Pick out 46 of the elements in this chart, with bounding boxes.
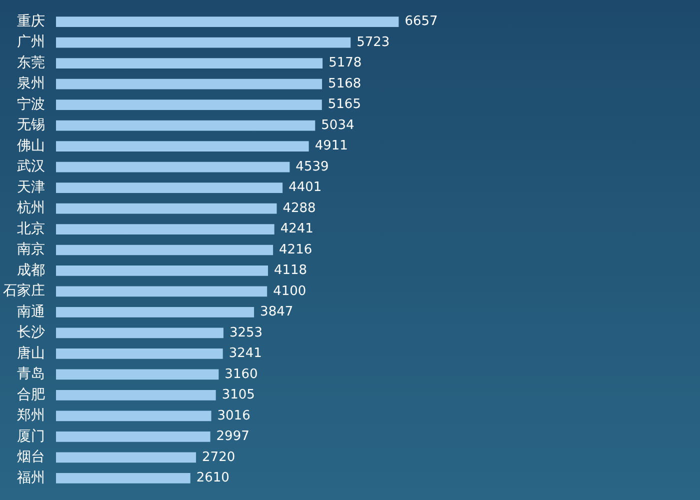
y-tick-label: 合肥 — [17, 386, 45, 403]
y-tick-label: 厦门 — [17, 428, 45, 444]
y-tick-label: 北京 — [17, 220, 45, 237]
data-label: 4539 — [296, 159, 329, 174]
y-tick-label: 郑州 — [17, 408, 45, 424]
y-tick-label: 南京 — [17, 242, 45, 258]
data-label: 5168 — [328, 76, 362, 92]
data-label: 4241 — [280, 222, 314, 237]
data-label: 4100 — [273, 284, 306, 299]
data-label: 4216 — [279, 242, 312, 258]
data-label: 5165 — [328, 97, 361, 112]
data-label: 2720 — [202, 450, 236, 465]
data-label: 3241 — [228, 346, 262, 362]
data-label: 4118 — [274, 263, 308, 278]
y-tick-label: 青岛 — [17, 366, 45, 382]
data-label: 6657 — [404, 14, 438, 30]
y-tick-label: 杭州 — [16, 200, 45, 216]
data-label: 3105 — [222, 388, 255, 403]
y-tick-label: 唐山 — [17, 345, 45, 362]
data-label: 5723 — [356, 34, 390, 50]
y-tick-label: 无锡 — [17, 117, 45, 134]
data-label: 3016 — [217, 408, 250, 424]
y-tick-label: 泉州 — [17, 76, 45, 92]
y-tick-label: 宁波 — [17, 96, 45, 112]
data-label: 4401 — [288, 180, 322, 196]
y-tick-label: 成都 — [17, 262, 45, 278]
data-label: 3160 — [224, 366, 258, 382]
data-label: 2610 — [196, 470, 230, 486]
data-label: 3253 — [229, 325, 263, 340]
y-tick-label: 南通 — [17, 304, 45, 320]
data-label: 2997 — [216, 429, 250, 444]
data-label: 3847 — [260, 304, 294, 320]
data-label: 4288 — [282, 200, 316, 216]
y-tick-label: 天津 — [17, 179, 45, 196]
y-tick-label: 烟台 — [17, 449, 45, 466]
y-tick-label: 福州 — [17, 470, 45, 486]
data-label: 5034 — [321, 118, 354, 133]
y-tick-label: 广州 — [17, 34, 45, 50]
data-label: 4911 — [314, 138, 348, 154]
data-label: 5178 — [328, 56, 362, 71]
y-tick-label: 长沙 — [17, 324, 45, 341]
y-tick-label: 重庆 — [17, 13, 45, 30]
y-tick-label: 武汉 — [17, 158, 45, 175]
y-tick-label: 石家庄 — [3, 283, 45, 300]
y-tick-label: 佛山 — [17, 138, 45, 154]
y-tick-label: 东莞 — [17, 54, 45, 71]
